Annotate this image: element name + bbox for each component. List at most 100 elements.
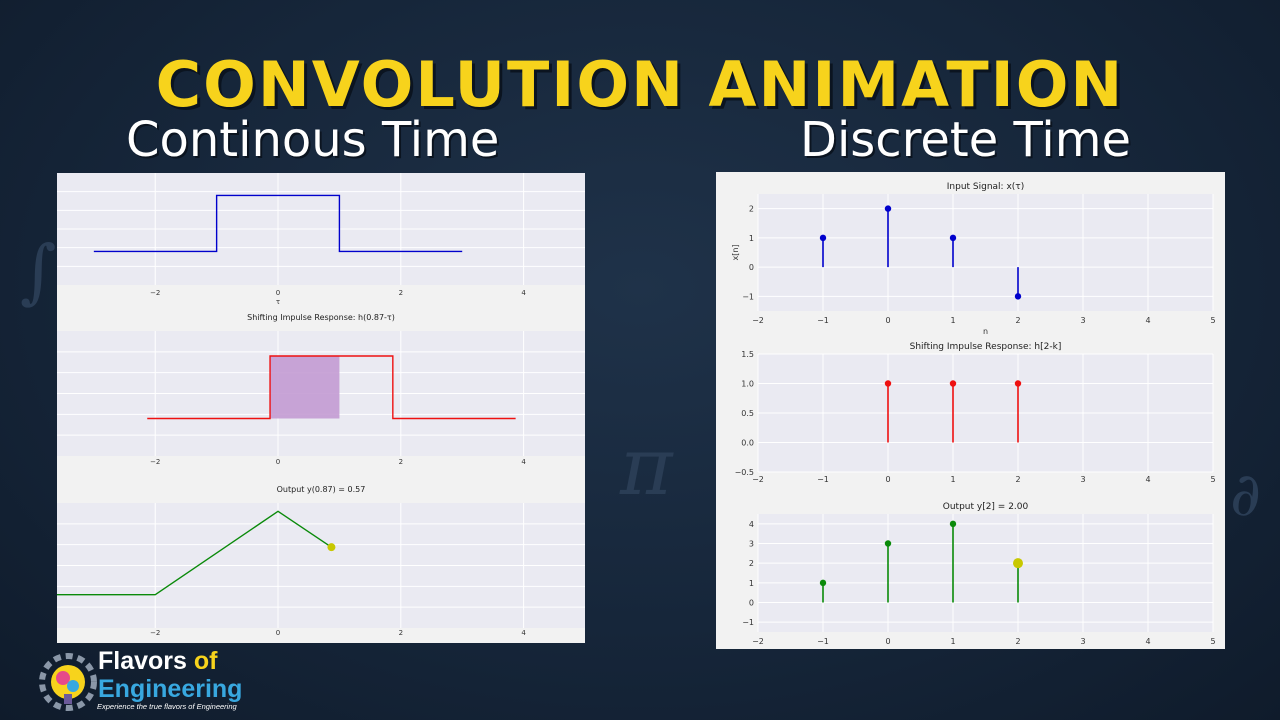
x-tick-label: 0 <box>885 475 890 484</box>
signal-line <box>147 355 516 420</box>
x-tick-label: 0 <box>276 629 280 637</box>
stem-marker <box>1014 380 1022 387</box>
ct-impulse-axes: −2 0 2 4 Shifting Impulse Response: h(0.87-τ… <box>57 313 585 466</box>
x-tick-label: 0 <box>276 289 280 297</box>
stem-marker <box>949 234 957 242</box>
y-axis-label: x[n] <box>731 244 740 260</box>
y-tick-label: 3 <box>749 540 754 549</box>
x-tick-label: 5 <box>1210 475 1215 484</box>
x-tick-label: −2 <box>150 289 160 297</box>
x-tick-label: 2 <box>399 289 403 297</box>
x-tick-label: 4 <box>521 289 526 297</box>
stem-marker <box>819 234 827 242</box>
discrete-time-title: Discrete Time <box>800 112 1131 168</box>
x-tick-label: 2 <box>1015 637 1020 646</box>
continuous-time-panel: −2 0 2 4 τ −2 0 2 4 Shifting Impulse Response: h… <box>57 173 585 643</box>
y-tick-label: 0 <box>749 263 754 272</box>
y-tick-label: 2 <box>749 205 754 214</box>
y-tick-label: −1 <box>742 618 754 627</box>
y-tick-label: 1 <box>749 579 754 588</box>
stem-marker <box>1014 293 1022 300</box>
x-tick-label: −1 <box>817 637 829 646</box>
brand-logo <box>39 653 97 711</box>
x-tick-label: −2 <box>752 637 764 646</box>
discrete-time-plots: −2 −1 0 1 2 3 4 5 −1 0 1 2 Input Signal: x(τ) n x[n] −… <box>731 182 1216 646</box>
logo-word-flavors: Flavors <box>98 647 187 675</box>
x-tick-label: 1 <box>950 637 955 646</box>
current-output-marker <box>1013 558 1023 569</box>
logo-tagline: Experience the true flavors of Engineeri… <box>97 702 237 711</box>
overlap-area <box>270 356 340 419</box>
x-tick-label: −2 <box>150 629 160 637</box>
x-tick-label: 4 <box>521 629 526 637</box>
x-tick-label: −1 <box>817 475 829 484</box>
plot-title: Shifting Impulse Response: h[2-k] <box>910 342 1062 352</box>
x-tick-label: 4 <box>1145 475 1150 484</box>
signal-line <box>93 194 463 253</box>
continuous-time-title: Continous Time <box>126 112 500 168</box>
x-tick-label: −2 <box>752 316 764 325</box>
y-tick-label: −1 <box>742 292 754 301</box>
x-tick-label: 5 <box>1210 637 1215 646</box>
ct-input-axes: −2 0 2 4 τ <box>57 173 585 306</box>
dt-impulse-axes: −2 −1 0 1 2 3 4 5 −0.5 0.0 0.5 1.0 1.5 Shifting Impul… <box>735 342 1216 484</box>
y-tick-label: 0.5 <box>741 409 754 418</box>
y-tick-label: 0 <box>749 599 754 608</box>
plot-area <box>758 194 1213 311</box>
gear-icon <box>39 653 97 711</box>
x-tick-label: 2 <box>399 629 403 637</box>
dt-input-axes: −2 −1 0 1 2 3 4 5 −1 0 1 2 Input Signal: x(τ) n x[n] <box>731 182 1216 336</box>
background-doodle: π <box>620 420 673 513</box>
current-output-marker <box>327 543 336 552</box>
stem-marker <box>819 579 827 587</box>
x-tick-label: 5 <box>1210 316 1215 325</box>
x-tick-label: −2 <box>150 458 160 466</box>
x-tick-label: 2 <box>1015 475 1020 484</box>
stem-marker <box>884 540 892 547</box>
x-tick-label: 0 <box>276 458 280 466</box>
logo-text-engineering: Engineering <box>98 675 243 703</box>
y-tick-label: 1.0 <box>741 380 754 389</box>
x-tick-label: 1 <box>950 475 955 484</box>
signal-line <box>57 510 332 596</box>
dt-output-axes: −2 −1 0 1 2 3 4 5 −1 0 1 2 3 4 Output y[2] = 2.00 <box>742 502 1215 646</box>
x-tick-label: 3 <box>1080 316 1085 325</box>
y-tick-label: 0.0 <box>741 439 754 448</box>
stem-marker <box>884 205 892 212</box>
x-tick-label: 2 <box>399 458 403 466</box>
background-doodle: ∫ <box>20 230 57 312</box>
y-tick-label: 4 <box>749 520 754 529</box>
stem-marker <box>949 520 957 528</box>
x-tick-label: −1 <box>817 316 829 325</box>
x-tick-label: 0 <box>885 316 890 325</box>
logo-text-flavors: Flavors of <box>98 647 217 676</box>
y-tick-label: −0.5 <box>735 468 754 477</box>
x-tick-label: 4 <box>1145 316 1150 325</box>
stem-marker <box>949 380 957 387</box>
x-tick-label: 1 <box>950 316 955 325</box>
plot-title: Input Signal: x(τ) <box>947 182 1024 192</box>
x-tick-label: 4 <box>521 458 526 466</box>
x-tick-label: 2 <box>1015 316 1020 325</box>
x-tick-label: −2 <box>752 475 764 484</box>
plot-title: Output y[2] = 2.00 <box>943 502 1029 512</box>
plot-title: Output y(0.87) = 0.57 <box>277 485 366 494</box>
x-tick-label: 0 <box>885 637 890 646</box>
x-axis-label: n <box>983 327 988 336</box>
plot-title: Shifting Impulse Response: h(0.87-τ) <box>247 313 395 322</box>
discrete-time-panel: −2 −1 0 1 2 3 4 5 −1 0 1 2 Input Signal: x(τ) n x[n] −… <box>716 172 1225 649</box>
plot-area <box>758 514 1213 632</box>
x-tick-label: 4 <box>1145 637 1150 646</box>
x-tick-label: 3 <box>1080 475 1085 484</box>
stem-marker <box>884 380 892 387</box>
page-title: CONVOLUTION ANIMATION <box>155 47 1125 121</box>
logo-word-of: of <box>186 647 218 675</box>
x-tick-label: 3 <box>1080 637 1085 646</box>
y-tick-label: 1 <box>749 234 754 243</box>
background-doodle: ∂ <box>1230 460 1262 530</box>
continuous-time-plots: −2 0 2 4 τ −2 0 2 4 Shifting Impulse Response: h… <box>57 173 585 637</box>
y-tick-label: 1.5 <box>741 350 754 359</box>
y-tick-label: 2 <box>749 559 754 568</box>
x-axis-label: τ <box>276 298 280 306</box>
ct-output-axes: −2 0 2 4 Output y(0.87) = 0.57 <box>57 485 585 637</box>
